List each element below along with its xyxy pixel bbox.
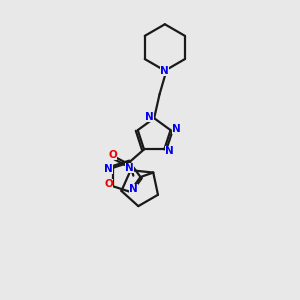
Text: N: N	[145, 112, 154, 122]
Text: N: N	[129, 184, 138, 194]
Text: O: O	[105, 179, 113, 189]
Text: N: N	[172, 124, 180, 134]
Text: N: N	[125, 163, 134, 173]
Text: N: N	[160, 66, 169, 76]
Text: N: N	[165, 146, 174, 156]
Text: N: N	[104, 164, 113, 174]
Text: O: O	[108, 150, 117, 160]
